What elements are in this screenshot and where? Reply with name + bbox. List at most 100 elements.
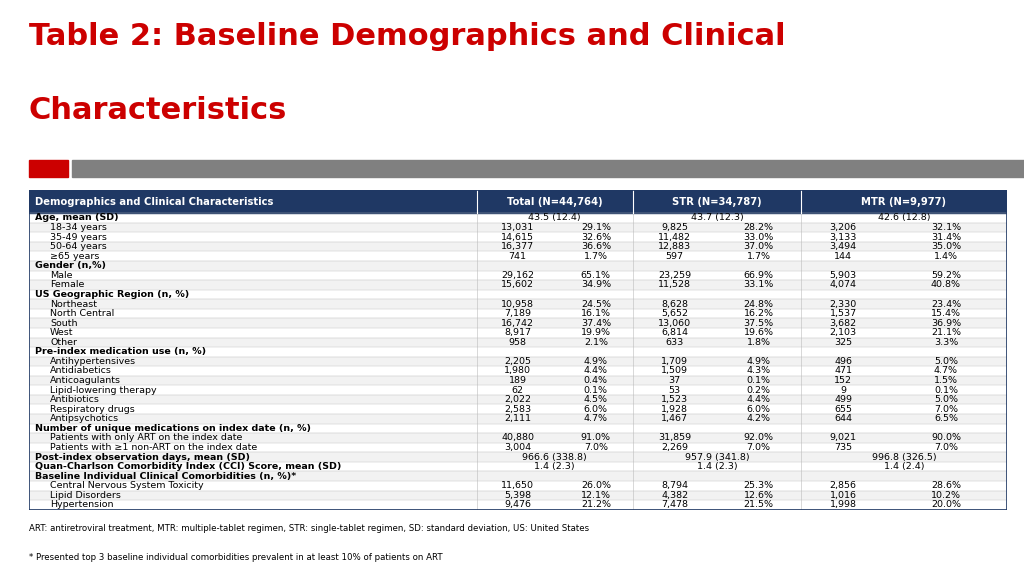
Text: Central Nervous System Toxicity: Central Nervous System Toxicity: [50, 482, 204, 490]
Text: 144: 144: [835, 252, 852, 261]
Text: 26.0%: 26.0%: [581, 482, 611, 490]
Text: 1,016: 1,016: [829, 491, 857, 500]
Bar: [29, 462, 1007, 472]
Text: 90.0%: 90.0%: [931, 434, 961, 442]
Text: 499: 499: [835, 395, 852, 404]
Text: 9,825: 9,825: [662, 223, 688, 232]
Text: 2,330: 2,330: [829, 300, 857, 309]
Text: 5,903: 5,903: [829, 271, 857, 280]
Bar: [29, 223, 1007, 232]
Text: 1,523: 1,523: [662, 395, 688, 404]
Text: 8,628: 8,628: [662, 300, 688, 309]
Text: 1.8%: 1.8%: [746, 338, 771, 347]
Bar: [29, 160, 68, 177]
Text: 4.7%: 4.7%: [934, 366, 958, 376]
Text: 23,259: 23,259: [658, 271, 691, 280]
Text: 33.1%: 33.1%: [743, 281, 774, 289]
Text: 1.4 (2.4): 1.4 (2.4): [884, 462, 925, 471]
Text: 42.6 (12.8): 42.6 (12.8): [878, 213, 930, 222]
Text: US Geographic Region (n, %): US Geographic Region (n, %): [35, 290, 188, 299]
Text: 21.1%: 21.1%: [931, 328, 961, 337]
Text: Age, mean (SD): Age, mean (SD): [35, 213, 118, 222]
Text: 16,377: 16,377: [501, 242, 535, 251]
Text: 0.1%: 0.1%: [584, 386, 608, 395]
Text: 92.0%: 92.0%: [743, 434, 774, 442]
Text: 16,742: 16,742: [501, 319, 535, 328]
Bar: [29, 481, 1007, 491]
Text: Lipid Disorders: Lipid Disorders: [50, 491, 121, 500]
Text: 19.6%: 19.6%: [743, 328, 774, 337]
Bar: [29, 242, 1007, 251]
Text: 152: 152: [835, 376, 852, 385]
Text: * Presented top 3 baseline individual comorbidities prevalent in at least 10% of: * Presented top 3 baseline individual co…: [29, 553, 442, 562]
Text: 28.2%: 28.2%: [743, 223, 774, 232]
Text: 12,883: 12,883: [658, 242, 691, 251]
Text: 3,004: 3,004: [504, 443, 531, 452]
Text: 3,133: 3,133: [829, 233, 857, 241]
Text: 1,537: 1,537: [829, 309, 857, 318]
Text: 2.1%: 2.1%: [584, 338, 608, 347]
Text: Quan-Charlson Comorbidity Index (CCI) Score, mean (SD): Quan-Charlson Comorbidity Index (CCI) Sc…: [35, 462, 341, 471]
Text: 1,980: 1,980: [504, 366, 531, 376]
Text: 8,794: 8,794: [662, 482, 688, 490]
Text: 35-49 years: 35-49 years: [50, 233, 108, 241]
Text: 0.2%: 0.2%: [746, 386, 771, 395]
Text: 597: 597: [666, 252, 684, 261]
Text: Other: Other: [50, 338, 77, 347]
Text: Gender (n,%): Gender (n,%): [35, 262, 105, 270]
Text: 9,021: 9,021: [829, 434, 857, 442]
Text: 1,509: 1,509: [662, 366, 688, 376]
Text: Table 2: Baseline Demographics and Clinical: Table 2: Baseline Demographics and Clini…: [29, 22, 785, 51]
Bar: [29, 414, 1007, 423]
Text: 24.8%: 24.8%: [743, 300, 774, 309]
Text: 10.2%: 10.2%: [931, 491, 961, 500]
Text: 644: 644: [835, 414, 852, 423]
Text: 7.0%: 7.0%: [584, 443, 608, 452]
Text: 2,111: 2,111: [504, 414, 531, 423]
Bar: [29, 338, 1007, 347]
Text: Antibiotics: Antibiotics: [50, 395, 100, 404]
Text: 20.0%: 20.0%: [931, 501, 961, 510]
Text: 2,205: 2,205: [504, 357, 531, 366]
Text: 5.0%: 5.0%: [934, 395, 958, 404]
Text: 33.0%: 33.0%: [743, 233, 774, 241]
Text: 1.5%: 1.5%: [934, 376, 958, 385]
Text: 958: 958: [509, 338, 526, 347]
Text: 1,928: 1,928: [662, 405, 688, 414]
Text: 12.6%: 12.6%: [743, 491, 774, 500]
Text: 11,482: 11,482: [658, 233, 691, 241]
Text: Post-index observation days, mean (SD): Post-index observation days, mean (SD): [35, 453, 250, 461]
Text: 957.9 (341.8): 957.9 (341.8): [685, 453, 750, 461]
Text: 13,031: 13,031: [501, 223, 535, 232]
Text: 2,856: 2,856: [829, 482, 857, 490]
Bar: [29, 357, 1007, 366]
Text: 1.7%: 1.7%: [746, 252, 771, 261]
Text: 2,269: 2,269: [662, 443, 688, 452]
Bar: [29, 251, 1007, 261]
Bar: [29, 309, 1007, 319]
Text: 4.5%: 4.5%: [584, 395, 608, 404]
Text: 10,958: 10,958: [501, 300, 535, 309]
Text: ART: antiretroviral treatment, MTR: multiple-tablet regimen, STR: single-tablet : ART: antiretroviral treatment, MTR: mult…: [29, 524, 589, 533]
Bar: [29, 299, 1007, 309]
Text: 1,998: 1,998: [829, 501, 857, 510]
Bar: [29, 452, 1007, 462]
Bar: [29, 190, 1007, 213]
Text: 50-64 years: 50-64 years: [50, 242, 106, 251]
Text: 36.9%: 36.9%: [931, 319, 961, 328]
Text: 36.6%: 36.6%: [581, 242, 611, 251]
Text: Pre-index medication use (n, %): Pre-index medication use (n, %): [35, 347, 206, 357]
Bar: [29, 213, 1007, 223]
Text: 4.4%: 4.4%: [746, 395, 771, 404]
Text: 4.7%: 4.7%: [584, 414, 608, 423]
Text: 13,060: 13,060: [658, 319, 691, 328]
Bar: [29, 319, 1007, 328]
Text: 37.5%: 37.5%: [743, 319, 774, 328]
Bar: [29, 328, 1007, 338]
Text: 9,476: 9,476: [504, 501, 531, 510]
Text: 996.8 (326.5): 996.8 (326.5): [871, 453, 936, 461]
Text: 29.1%: 29.1%: [581, 223, 611, 232]
Text: 3,494: 3,494: [829, 242, 857, 251]
Text: 19.9%: 19.9%: [581, 328, 611, 337]
Text: Northeast: Northeast: [50, 300, 97, 309]
